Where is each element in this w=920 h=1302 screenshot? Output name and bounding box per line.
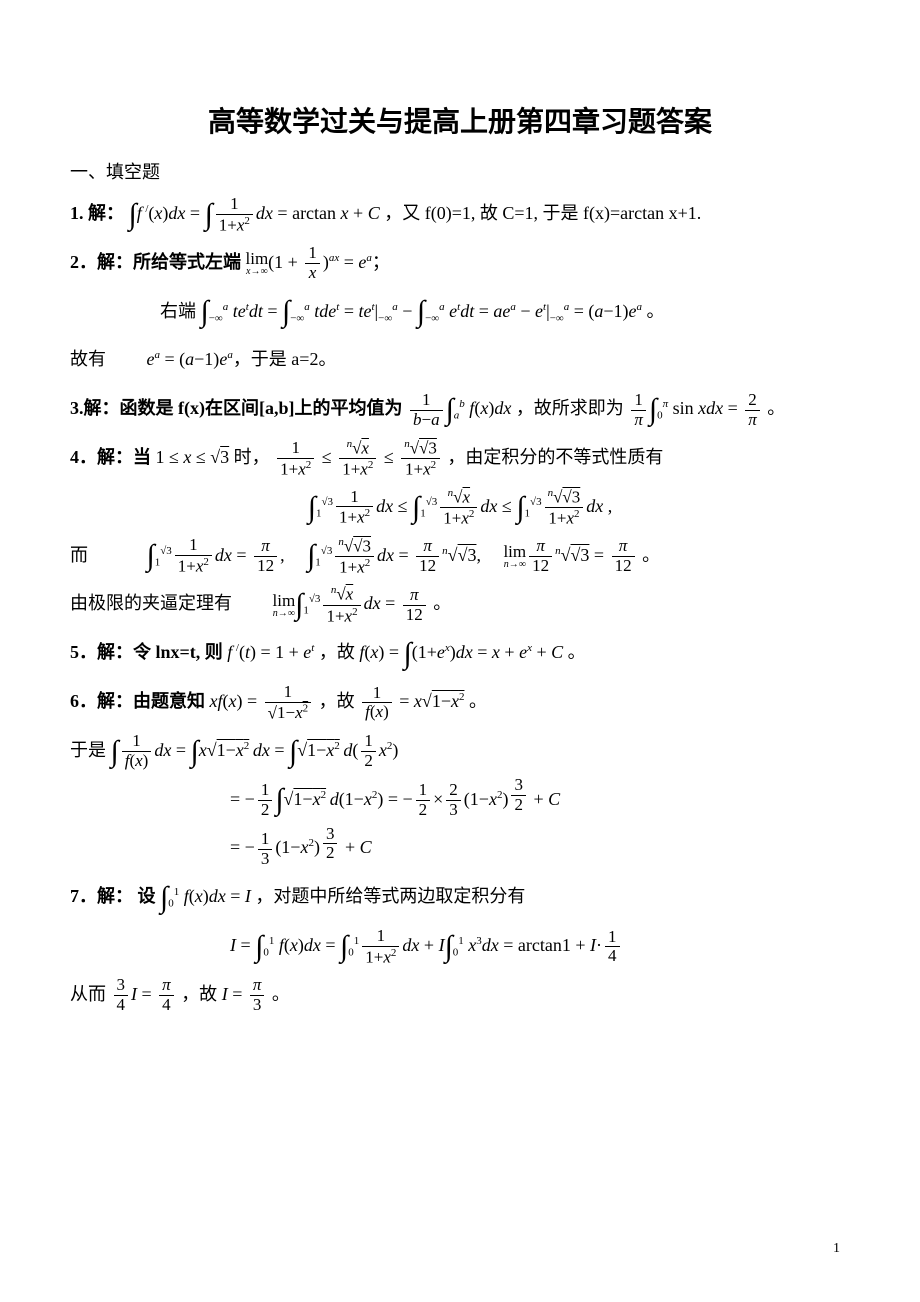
text: ，对题中所给等式两边取定积分有 xyxy=(255,886,525,906)
text: ，又 f(0)=1, 故 C=1, 于是 f(x)=arctan x+1. xyxy=(384,203,701,223)
problem-6-line4: = −13(1−x2)32 + C xyxy=(230,824,850,871)
problem-7-line2: I = ∫01 f(x)dx = ∫0111+x2dx + I∫01 x3dx … xyxy=(230,922,850,969)
problem-2-line3: 故有 ea = (a−1)ea，于是 a=2。 xyxy=(70,336,850,383)
problem-6-line3: = −12∫√1−x2 d(1−x2) = −12×23(1−x2)32 + C xyxy=(230,776,850,823)
label: 1. 解： xyxy=(70,203,124,223)
problem-7: 7．解： 设 ∫01 f(x)dx = I ，对题中所给等式两边取定积分有 xyxy=(70,873,850,920)
problem-3: 3.解：函数是 f(x)在区间[a,b]上的平均值为 1b−a∫ab f(x)d… xyxy=(70,385,850,432)
problem-6-line2: 于是 ∫1f(x)dx = ∫x√1−x2 dx = ∫√1−x2 d(12x2… xyxy=(70,727,850,774)
text: 右端 xyxy=(160,301,196,321)
problem-4-line3: 而 ∫1√311+x2dx = π12, ∫1√3n√√31+x2dx = π1… xyxy=(70,532,850,579)
text: 。 xyxy=(767,398,785,418)
text: 从而 xyxy=(70,984,106,1004)
problem-6: 6．解：由题意知 xf(x) = 1√1−x2 ，故 1f(x) = x√1−x… xyxy=(70,678,850,725)
label: 7．解： 设 xyxy=(70,886,156,906)
label: 2．解：所给等式左端 xyxy=(70,252,246,272)
text: ，于是 a=2。 xyxy=(233,349,337,369)
problem-7-line3: 从而 34I = π4 ，故 I = π3 。 xyxy=(70,971,850,1018)
limit: limx→∞ xyxy=(246,250,269,277)
label: 4．解：当 xyxy=(70,447,151,467)
text: 时， xyxy=(234,447,270,467)
text: 。 xyxy=(272,984,290,1004)
label: 5．解：令 lnx=t, 则 xyxy=(70,642,223,662)
page-title: 高等数学过关与提高上册第四章习题答案 xyxy=(70,100,850,140)
problem-4-ineq: ∫1√311+x2dx ≤ ∫1√3n√x1+x2dx ≤ ∫1√3n√√31+… xyxy=(70,483,850,530)
text: 。 xyxy=(433,593,451,613)
text: ，故 xyxy=(181,984,217,1004)
text: ，由定积分的不等式性质有 xyxy=(447,447,663,467)
text: ，故 xyxy=(319,642,355,662)
problem-1: 1. 解： ∫f /(x)dx = ∫11+x2dx = arctan x + … xyxy=(70,190,850,237)
text: ，故所求即为 xyxy=(516,398,624,418)
text: 。 xyxy=(469,691,487,711)
label: 3.解：函数是 f(x)在区间[a,b]上的平均值为 xyxy=(70,398,402,418)
problem-4-line4: 由极限的夹逼定理有 limn→∞∫1√3n√x1+x2dx = π12 。 xyxy=(70,580,850,627)
limit: limn→∞ xyxy=(273,592,296,619)
page: 高等数学过关与提高上册第四章习题答案 一、填空题 1. 解： ∫f /(x)dx… xyxy=(0,0,920,1302)
page-number: 1 xyxy=(833,1241,840,1257)
limit: limn→∞ xyxy=(503,543,526,570)
problem-2: 2．解：所给等式左端 limx→∞(1 + 1x)ax = ea； xyxy=(70,239,850,286)
problem-2-line2: 右端 ∫−∞a tetdt = ∫−∞a tdet = tet|−∞a − ∫−… xyxy=(160,288,850,335)
text: ； xyxy=(372,252,390,272)
text: 由极限的夹逼定理有 xyxy=(70,593,232,613)
text: 于是 xyxy=(70,740,106,760)
label: 6．解：由题意知 xyxy=(70,691,205,711)
text: 故有 xyxy=(70,349,106,369)
text: ，故 xyxy=(319,691,355,711)
text: 而 xyxy=(70,545,88,565)
problem-4: 4．解：当 1 ≤ x ≤ √3 时， 11+x2 ≤ n√x1+x2 ≤ n√… xyxy=(70,434,850,481)
section-heading: 一、填空题 xyxy=(70,158,850,184)
text: 。 xyxy=(568,642,586,662)
problem-5: 5．解：令 lnx=t, 则 f /(t) = 1 + et ，故 f(x) =… xyxy=(70,629,850,676)
text: 。 xyxy=(642,545,660,565)
